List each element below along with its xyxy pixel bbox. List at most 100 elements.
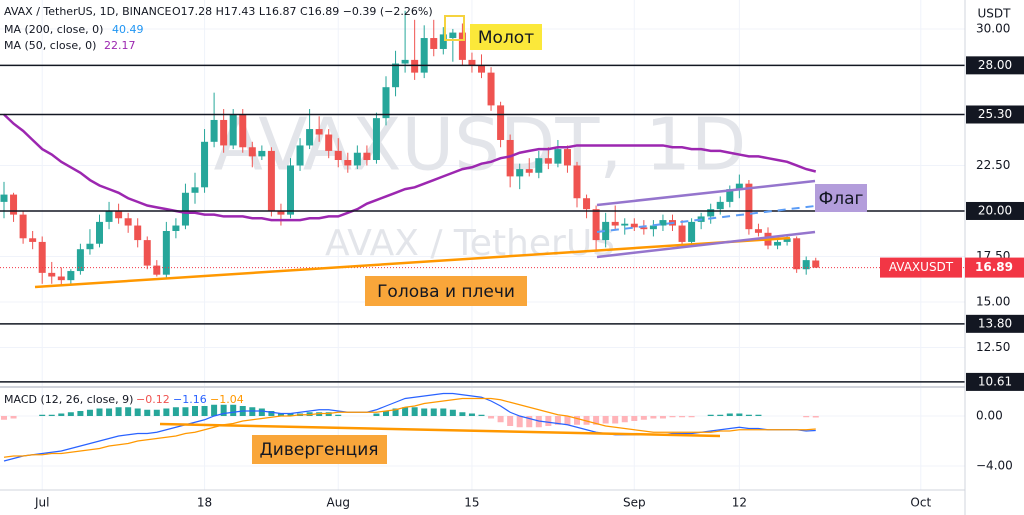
candle-body bbox=[649, 225, 657, 230]
histogram-bar bbox=[411, 407, 418, 416]
candle-body bbox=[439, 34, 447, 49]
candle-body bbox=[458, 32, 466, 60]
histogram-bar bbox=[621, 416, 628, 423]
candle-body bbox=[420, 38, 428, 73]
level-label: 25.30 bbox=[978, 107, 1012, 121]
y-tick-label: 0.00 bbox=[976, 409, 1003, 423]
histogram-bar bbox=[507, 416, 514, 426]
x-tick-label: 12 bbox=[732, 496, 747, 510]
histogram-bar bbox=[812, 416, 819, 418]
histogram-bar bbox=[58, 413, 65, 416]
candle-body bbox=[554, 149, 562, 164]
histogram-bar bbox=[96, 408, 103, 416]
candle-body bbox=[640, 227, 648, 230]
candle-body bbox=[678, 225, 686, 242]
candle-body bbox=[382, 87, 390, 119]
histogram-bar bbox=[707, 414, 714, 416]
histogram-bar bbox=[468, 413, 475, 416]
candle-body bbox=[10, 194, 18, 215]
candle-body bbox=[468, 59, 476, 66]
histogram-bar bbox=[39, 414, 46, 416]
histogram-bar bbox=[726, 413, 733, 416]
candle-body bbox=[525, 169, 533, 173]
histogram-bar bbox=[631, 416, 638, 421]
level-label: 20.00 bbox=[978, 203, 1012, 217]
histogram-bar bbox=[803, 416, 810, 418]
candle-body bbox=[563, 149, 571, 166]
histogram-bar bbox=[449, 409, 456, 416]
histogram-bar bbox=[659, 416, 666, 419]
histogram-bar bbox=[688, 416, 695, 418]
ma-legend-name: MA (50, close, 0) bbox=[4, 39, 96, 52]
price-tag-bg bbox=[965, 257, 1024, 278]
histogram-bar bbox=[373, 413, 380, 416]
level-label-bg bbox=[966, 314, 1024, 333]
candle-body bbox=[38, 241, 46, 273]
x-tick-label: 15 bbox=[464, 496, 479, 510]
divergence-line bbox=[159, 422, 721, 438]
histogram-bar bbox=[192, 406, 198, 416]
y-axis-bg bbox=[965, 0, 1024, 515]
candle-body bbox=[411, 59, 419, 73]
candle-body bbox=[506, 139, 514, 177]
candle-body bbox=[181, 192, 189, 226]
legend: MA (200, close, 0) 40.49 MA (50, close, 0)… bbox=[4, 23, 244, 406]
candle-body bbox=[239, 114, 247, 148]
candle-body bbox=[478, 65, 485, 73]
candle-body bbox=[0, 194, 8, 202]
candle-body bbox=[48, 272, 56, 277]
histogram-bar bbox=[612, 416, 619, 424]
candle-body bbox=[287, 165, 294, 215]
macd-value: −0.12 bbox=[136, 393, 170, 406]
candle-body bbox=[392, 63, 400, 88]
histogram-bar bbox=[488, 416, 495, 419]
histogram-bar bbox=[430, 408, 437, 416]
flag-top bbox=[596, 179, 816, 207]
histogram-bar bbox=[640, 416, 647, 420]
hs-label: Голова и плечи bbox=[377, 282, 515, 302]
unit: USDT bbox=[978, 7, 1012, 21]
flag-mid bbox=[596, 205, 816, 233]
x-tick-label: Aug bbox=[327, 496, 350, 510]
candle-body bbox=[372, 118, 380, 161]
histogram-bar bbox=[736, 413, 743, 416]
histogram-bar bbox=[669, 416, 676, 418]
histogram-bar bbox=[1, 416, 7, 420]
candle-body bbox=[544, 158, 552, 164]
candle-body bbox=[172, 225, 180, 231]
histogram-bar bbox=[163, 408, 170, 416]
histogram-bar bbox=[77, 411, 84, 416]
ohlc: O17.28 H17.43 L16.87 C16.89 −0.39 (−2.26… bbox=[172, 5, 433, 18]
candle-body bbox=[659, 220, 667, 226]
histogram-bar bbox=[172, 407, 179, 416]
candle-body bbox=[353, 152, 361, 166]
histogram-bar bbox=[717, 414, 724, 416]
candle-body bbox=[449, 32, 457, 39]
candle-body bbox=[812, 260, 820, 268]
level-label-bg bbox=[966, 56, 1024, 75]
histogram-bar bbox=[249, 407, 256, 416]
histogram-bar bbox=[383, 411, 389, 416]
hammer-label-bg bbox=[470, 24, 542, 50]
candle-body bbox=[162, 231, 170, 275]
candle-body bbox=[516, 169, 524, 177]
ma-legend-name: MA (200, close, 0) bbox=[4, 23, 103, 36]
histogram-bar bbox=[745, 414, 752, 416]
macd-line bbox=[3, 392, 816, 462]
histogram-bar bbox=[115, 407, 122, 416]
histogram-bar bbox=[593, 416, 600, 425]
candle-body bbox=[258, 150, 266, 157]
candle-body bbox=[802, 260, 810, 270]
histogram-bar bbox=[258, 408, 265, 416]
histogram-bar bbox=[526, 416, 533, 428]
candle-body bbox=[583, 198, 591, 210]
marks bbox=[0, 10, 965, 462]
x-tick-label: Sep bbox=[623, 496, 646, 510]
histogram-bar bbox=[602, 416, 609, 424]
histogram-bar bbox=[125, 407, 132, 416]
y-tick-label: 12.50 bbox=[976, 340, 1010, 354]
candle-body bbox=[573, 165, 581, 199]
histogram-bar bbox=[583, 416, 590, 425]
histogram-bar bbox=[755, 414, 762, 416]
